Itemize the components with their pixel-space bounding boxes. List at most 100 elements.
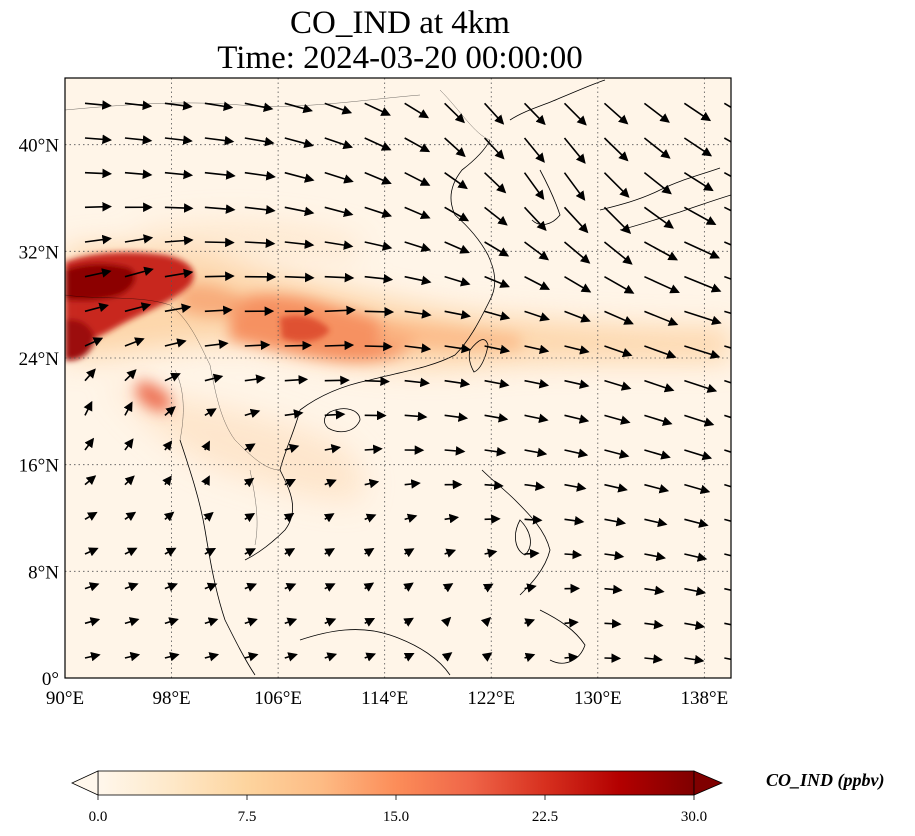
map-subtitle: Time: 2024-03-20 00:00:00 [217,40,583,76]
wind-arrow [524,481,546,491]
wind-arrow [524,583,537,593]
wind-arrow [204,582,218,592]
wind-arrow [604,414,631,425]
wind-arrow [724,657,731,661]
wind-arrow [324,409,346,420]
wind-arrow [204,271,235,282]
wind-arrow [604,449,630,459]
wind-arrow [444,206,470,222]
wind-arrow [201,440,210,452]
wind-arrow [644,483,670,494]
wind-arrow [124,582,139,592]
wind-arrow [243,477,255,488]
lon-tick-label: 114°E [361,688,408,709]
wind-arrow [563,172,586,201]
wind-arrow [84,475,97,486]
wind-arrow [684,654,705,665]
wind-arrow [162,440,173,451]
wind-arrow [723,171,731,178]
wind-arrow [444,275,471,287]
wind-arrow [244,205,276,215]
wind-arrow [284,617,298,627]
concentration-field [65,221,731,501]
wind-arrow [124,651,141,662]
wind-arrow [523,206,547,232]
wind-arrow [684,414,715,427]
lat-tick-label: 16°N [19,456,60,477]
wind-arrow [244,548,257,557]
wind-arrow [603,137,629,162]
wind-arrow [643,172,672,195]
wind-arrow [480,616,492,628]
wind-vectors [83,100,731,665]
wind-arrow [204,373,224,383]
wind-arrow [283,512,295,523]
wind-arrow [724,275,731,280]
wind-arrow [363,547,375,558]
wind-arrow [364,513,377,523]
wind-arrow [603,206,632,234]
wind-arrow [364,206,392,218]
wind-arrow [604,584,623,595]
wind-arrow [364,171,392,185]
wind-arrow [244,340,271,350]
wind-arrow [364,273,394,284]
wind-arrow [203,511,214,522]
wind-arrow [244,443,256,453]
wind-arrow [244,582,257,592]
wind-arrow [484,310,511,321]
wind-arrow [244,374,266,384]
wind-arrow [244,652,259,662]
wind-arrow [364,376,390,387]
wind-arrow [444,378,471,388]
lat-tick-label: 8°N [28,562,59,583]
wind-arrow [84,100,112,110]
wind-arrow [124,369,137,382]
wind-arrow [284,272,315,283]
wind-arrow [684,345,721,359]
wind-arrow [524,275,551,290]
wind-arrow [164,406,176,416]
wind-arrow [684,483,711,495]
wind-arrow [284,239,315,249]
wind-arrow [364,102,391,116]
wind-arrow [324,444,342,454]
wind-arrow [84,302,109,313]
wind-arrow [563,206,589,234]
wind-arrow [84,268,112,278]
wind-arrow [124,438,134,451]
wind-arrow [244,408,261,419]
wind-arrow [84,168,112,179]
wind-arrow [324,305,356,316]
colorbar-tick-label: 15.0 [383,809,409,825]
wind-arrow [124,234,154,244]
wind-arrow [604,379,632,391]
wind-arrow [124,511,137,522]
wind-arrow [481,652,493,662]
wind-arrow [484,548,498,558]
wind-arrow [441,652,453,662]
wind-arrow [324,617,337,627]
wind-arrow [564,482,587,492]
wind-arrow [164,617,179,627]
colorbar: 0.0 7.5 15.0 22.5 30.0 [71,770,724,825]
wind-arrow [123,401,133,416]
wind-arrow [164,303,192,314]
wind-arrow [684,518,709,528]
colorbar-extend-low [71,770,99,796]
wind-arrow [84,511,98,521]
wind-arrow [404,309,432,319]
colorbar-label: CO_IND (ppbv) [766,770,885,790]
wind-arrow [124,169,153,179]
wind-arrow [483,102,505,125]
wind-arrow [84,582,100,592]
wind-arrow [124,475,135,486]
wind-arrow [523,102,546,126]
wind-arrow [84,651,101,662]
wind-arrow [204,617,219,627]
latitude-tick-labels: 0° 8°N 16°N 24°N 32°N 40°N [19,136,60,690]
wind-arrow [404,241,432,253]
wind-arrow [644,241,679,261]
wind-arrow [364,241,393,251]
wind-arrow [84,201,112,212]
